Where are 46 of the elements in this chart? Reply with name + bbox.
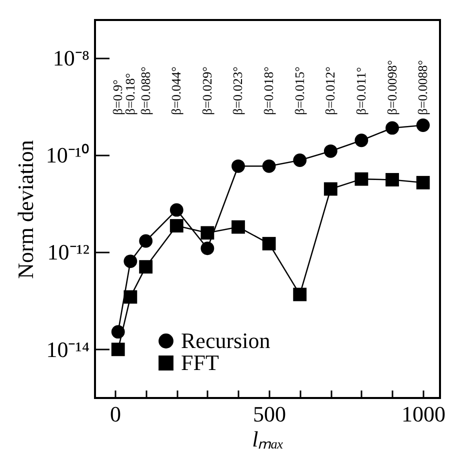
annotation: β=0.011° (353, 67, 368, 115)
point (232, 220, 245, 234)
legend-label: FFT (181, 350, 220, 375)
point (232, 159, 245, 173)
point (386, 121, 399, 135)
annotation: β=0.029° (199, 66, 214, 115)
point (139, 260, 153, 274)
legend-label: Recursion (181, 328, 270, 353)
point (170, 203, 184, 217)
x-tick-label: 0 (110, 402, 122, 426)
point (200, 226, 214, 240)
point (293, 154, 307, 167)
annotation: β=0.023° (230, 66, 246, 115)
point (354, 172, 368, 186)
point (324, 182, 338, 196)
annotation: β=0.0088° (415, 60, 430, 115)
y-axis-title: Norm deviation (12, 140, 38, 279)
annotation: β=0.015° (292, 66, 307, 115)
point (262, 236, 276, 250)
x-axis-title: lₘₐₓ (252, 426, 284, 452)
point (200, 242, 214, 256)
point (324, 144, 338, 158)
x-tick-label: 1000 (402, 402, 446, 426)
annotation: β=0.0098° (384, 60, 400, 115)
point (262, 159, 276, 173)
point (124, 254, 138, 268)
point (124, 290, 138, 304)
point (139, 234, 153, 248)
point (111, 325, 125, 339)
point (354, 134, 368, 148)
annotation: β=0.088° (138, 66, 153, 115)
point (416, 176, 430, 190)
point (293, 288, 307, 302)
y-tick-label: 10⁻¹² (47, 240, 90, 265)
annotation: β=0.012° (322, 66, 338, 115)
point (386, 173, 399, 186)
x-tick-label: 500 (253, 402, 286, 426)
annotation: β=0.044° (168, 66, 184, 115)
y-tick-label: 10⁻¹⁰ (46, 142, 90, 168)
y-tick-label: 10⁻⁸ (52, 45, 90, 70)
point (416, 118, 430, 132)
point (170, 219, 184, 232)
y-tick-label: 10⁻¹⁴ (46, 336, 90, 362)
point (111, 342, 125, 356)
annotation: β=0.9° (110, 80, 126, 115)
annotation: β=0.018° (261, 66, 276, 115)
